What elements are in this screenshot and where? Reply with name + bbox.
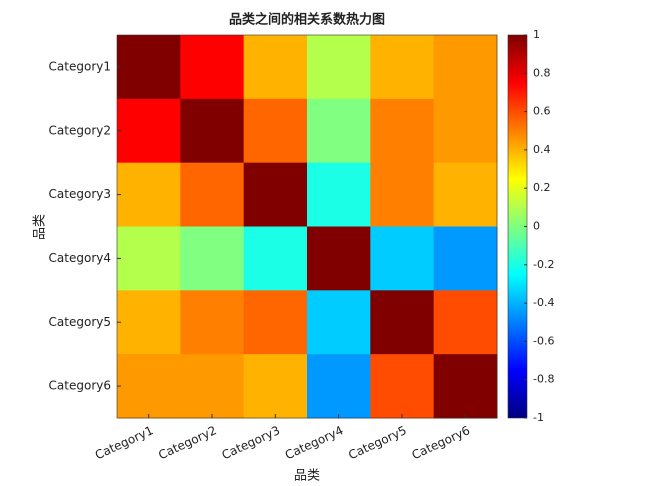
colorbar-tick-label: 0 (533, 220, 540, 233)
heatmap-cell (307, 98, 371, 164)
heatmap-cell (307, 226, 371, 291)
heatmap-cell (117, 162, 181, 227)
y-tick-label: Category1 (49, 59, 111, 73)
colorbar-tick-label: 0.6 (533, 105, 551, 118)
heatmap-cell (433, 35, 498, 100)
heatmap-cell (433, 98, 498, 164)
heatmap-cell (243, 226, 308, 291)
colorbar-tick-label: -1 (533, 411, 544, 424)
heatmap-cell (117, 35, 181, 100)
heatmap-cell (180, 226, 245, 291)
y-tick-label: Category5 (49, 315, 111, 329)
y-axis-label: 品类 (33, 214, 48, 240)
y-tick-label: Category4 (49, 251, 111, 265)
heatmap-cell (117, 290, 181, 355)
colorbar-tick-label: 1 (533, 28, 540, 41)
plot-frame (116, 34, 498, 419)
heatmap-cell (243, 98, 308, 164)
x-tick-label: Category3 (220, 423, 283, 462)
x-tick-label: Category1 (93, 423, 156, 462)
heatmap-cell (307, 35, 371, 100)
heatmap-cell (307, 354, 371, 419)
heatmap-cell (433, 162, 498, 227)
heatmap-cell (180, 98, 245, 164)
heatmap-cell (243, 35, 308, 100)
heatmap-cell (243, 354, 308, 419)
heatmap-cell (307, 290, 371, 355)
heatmap-cell (370, 35, 435, 100)
heatmap-cell (180, 162, 245, 227)
x-tick-label: Category2 (156, 423, 219, 462)
heatmap-cell (370, 226, 435, 291)
colorbar-tick-label: 0.4 (533, 143, 551, 156)
heatmap-cell (307, 162, 371, 227)
heatmap-cell (370, 290, 435, 355)
heatmap-cell (243, 290, 308, 355)
colorbar-tick-label: -0.8 (533, 373, 554, 386)
x-tick-label: Category6 (410, 423, 473, 462)
heatmap-cell (180, 290, 245, 355)
heatmap-cell (180, 35, 245, 100)
heatmap-cell (433, 290, 498, 355)
x-axis-label: 品类 (294, 469, 320, 484)
x-tick-label: Category4 (283, 423, 346, 462)
colorbar-tick-label: -0.2 (533, 258, 554, 271)
heatmap-cell (117, 98, 181, 164)
colorbar-tick-label: 0.8 (533, 66, 551, 79)
heatmap-cell (370, 98, 435, 164)
colorbar-tick-label: -0.4 (533, 296, 554, 309)
chart-title: 品类之间的相关系数热力图 (229, 12, 385, 28)
heatmap-cell (433, 226, 498, 291)
heatmap-cell (370, 354, 435, 419)
colorbar-tick-label: -0.6 (533, 334, 554, 347)
heatmap-cell (180, 354, 245, 419)
heatmap-cell (117, 354, 181, 419)
heatmap-cell (370, 162, 435, 227)
heatmap-cell (243, 162, 308, 227)
heatmap-cell (117, 226, 181, 291)
colorbar-tick-label: 0.2 (533, 181, 551, 194)
y-tick-label: Category2 (49, 123, 111, 137)
heatmap-cell (433, 354, 498, 419)
y-tick-label: Category3 (49, 187, 111, 201)
x-tick-label: Category5 (346, 423, 409, 462)
y-tick-label: Category6 (49, 379, 111, 393)
